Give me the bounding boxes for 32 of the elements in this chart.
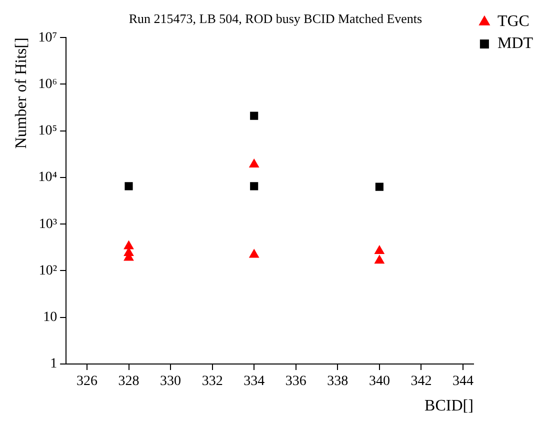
- x-tick-label: 340: [368, 374, 390, 390]
- point: [249, 158, 259, 168]
- y-tick-label: 10²: [38, 263, 58, 278]
- y-tick-label: 10³: [38, 216, 58, 232]
- x-tick-label: 342: [410, 374, 432, 390]
- x-tick-label: 328: [118, 374, 140, 390]
- point: [374, 246, 384, 254]
- y-tick-label: 1: [50, 356, 58, 372]
- x-tick-label: 338: [327, 374, 348, 390]
- point: [375, 182, 384, 191]
- x-tick-label: 344: [452, 374, 474, 390]
- y-tick-label: 10⁷: [38, 30, 58, 46]
- point: [249, 249, 259, 258]
- point: [250, 182, 258, 190]
- x-tick-label: 330: [160, 374, 182, 390]
- chart-title: Run 215473, LB 504, ROD busy BCID Matched Events: [128, 11, 422, 26]
- legend-label: TGC: [497, 13, 530, 30]
- x-tick-label: 336: [285, 374, 306, 390]
- x-axis-title: BCID[]: [424, 398, 474, 415]
- y-tick-label: 10: [43, 310, 58, 326]
- point: [250, 112, 258, 120]
- x-tick-label: 334: [244, 374, 265, 390]
- y-axis-title: Number of Hits[]: [12, 38, 30, 149]
- point: [124, 182, 133, 190]
- point: [374, 255, 384, 264]
- y-tick-label: 10⁶: [38, 76, 58, 92]
- y-tick-label: 10⁵: [38, 124, 58, 139]
- x-tick-label: 326: [76, 374, 98, 390]
- point: [124, 240, 134, 250]
- legend-label: MDT: [497, 35, 534, 52]
- y-tick-label: 10⁴: [38, 170, 58, 186]
- x-tick-label: 332: [202, 374, 223, 390]
